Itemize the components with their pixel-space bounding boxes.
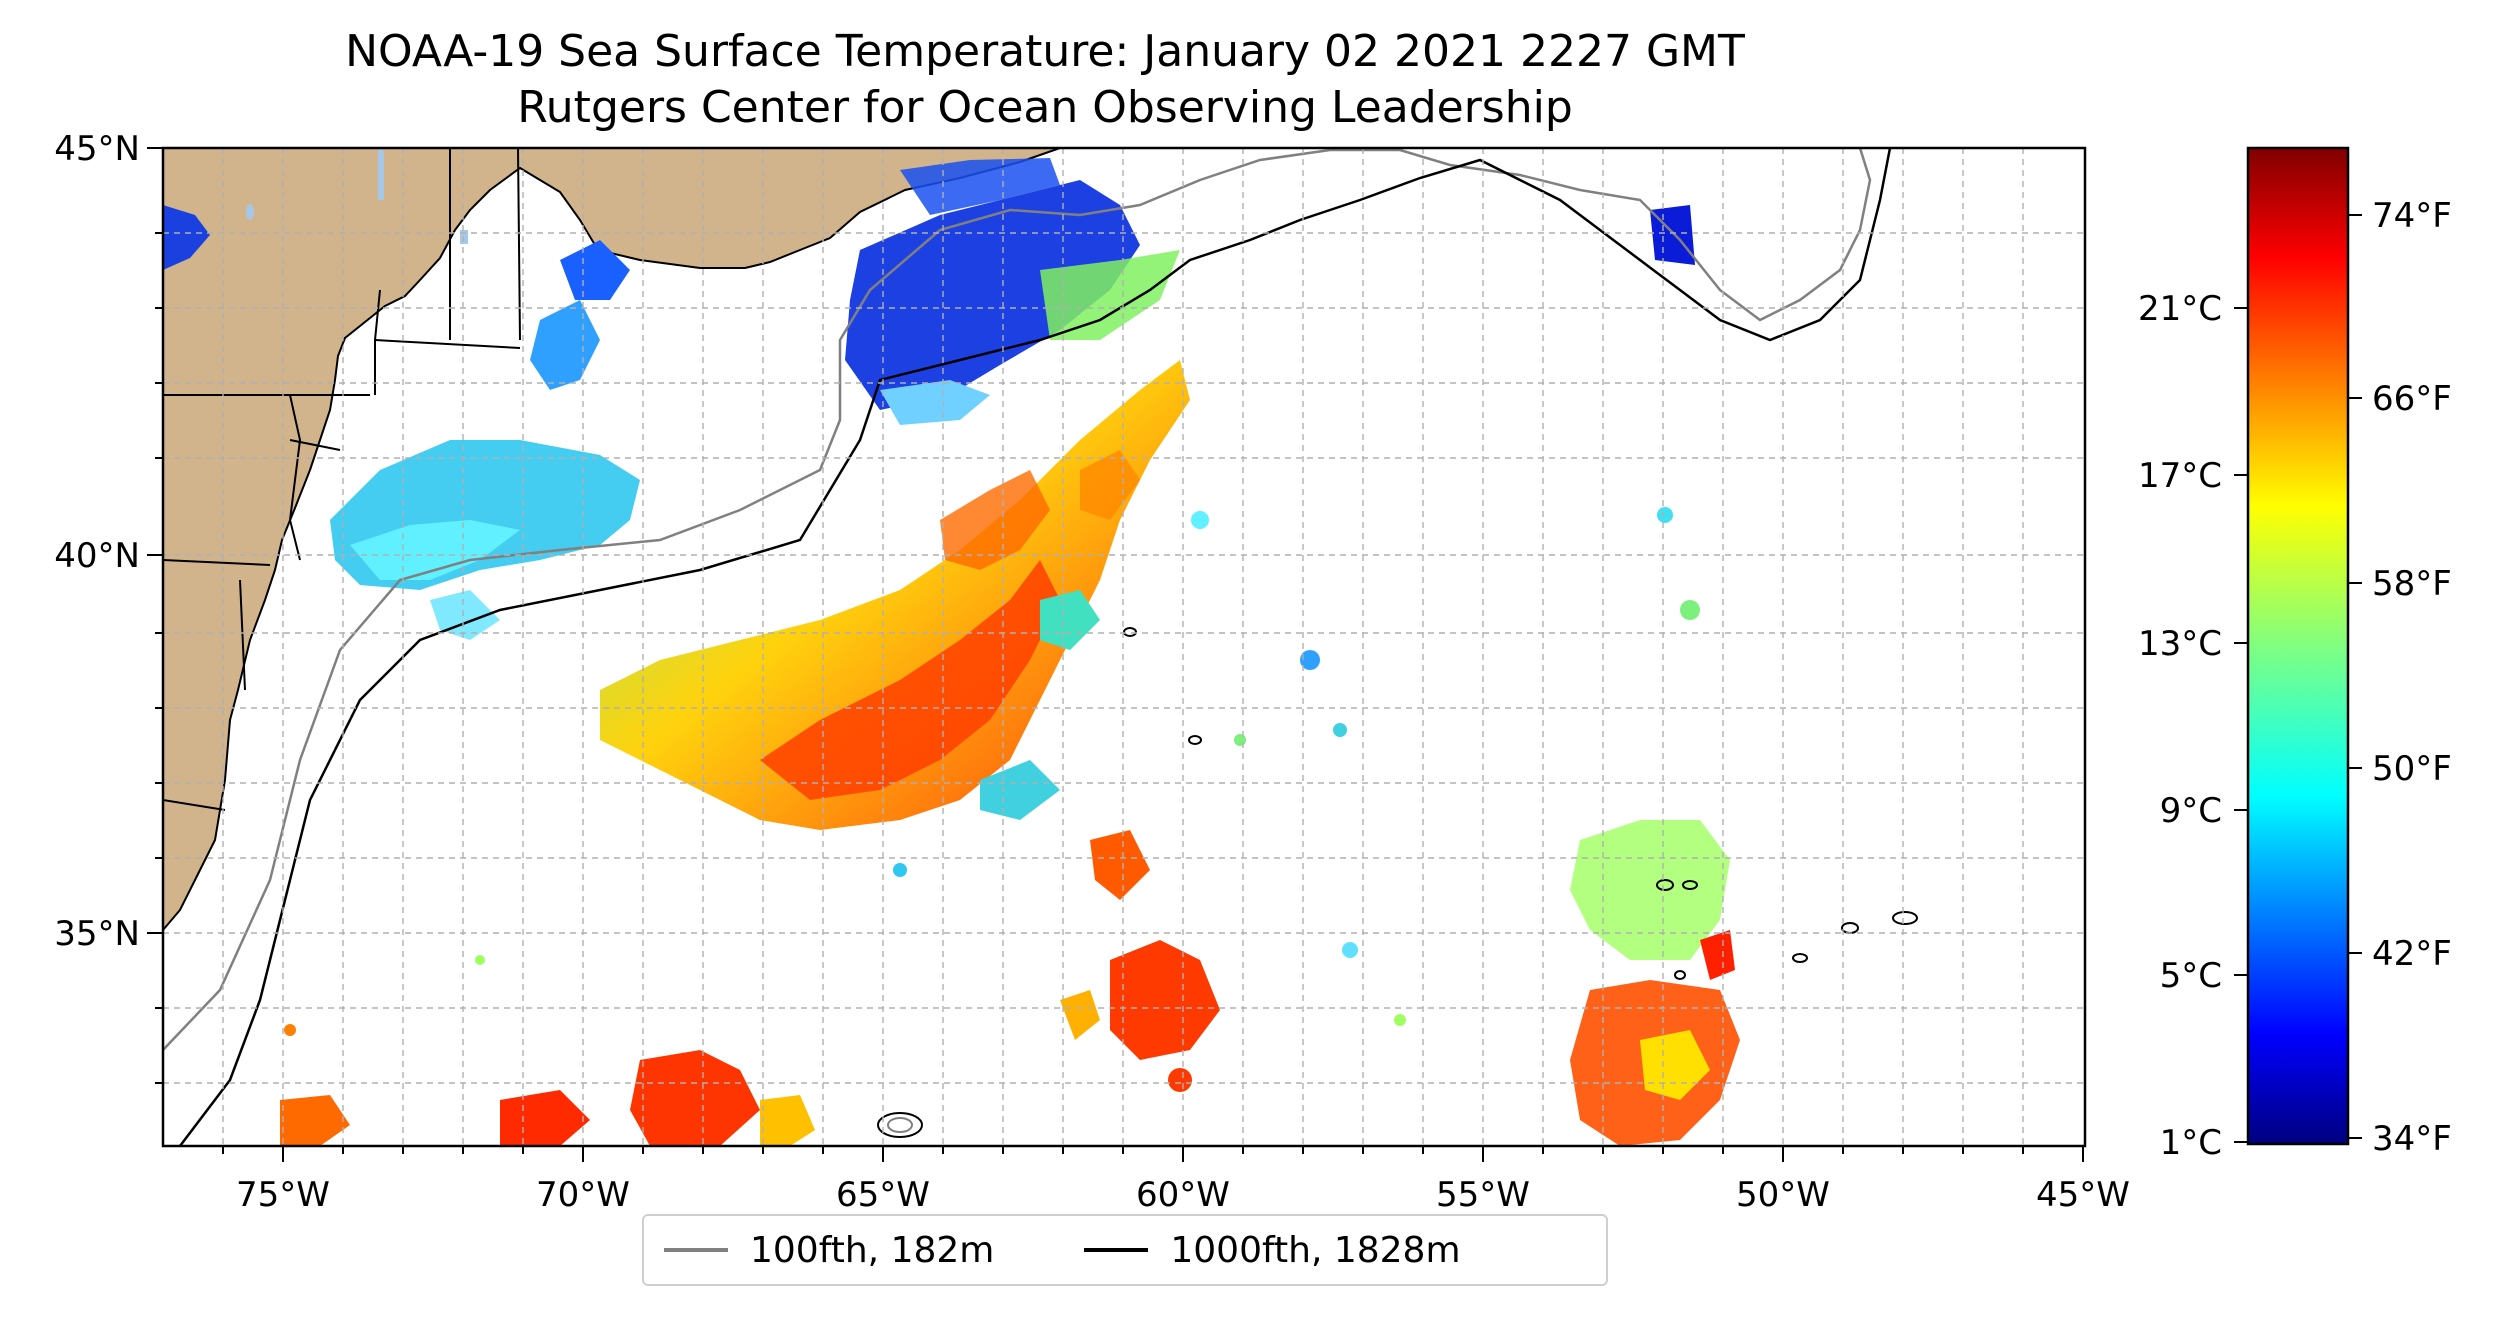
- lon-tick-label: 70°W: [536, 1175, 630, 1215]
- fahrenheit-tick-label: 58°F: [2372, 564, 2452, 604]
- map-content: [163, 148, 2085, 1146]
- fahrenheit-tick-label: 50°F: [2372, 749, 2452, 789]
- celsius-tick-label: 21°C: [2138, 289, 2222, 329]
- map-legend: 100fth, 182m 1000fth, 1828m: [642, 1214, 1608, 1286]
- lon-tick-label: 45°W: [2036, 1175, 2130, 1215]
- celsius-tick-label: 5°C: [2160, 956, 2222, 996]
- lon-tick-label: 50°W: [1736, 1175, 1830, 1215]
- celsius-tick-labels: 21°C 17°C 13°C 9°C 5°C 1°C: [2138, 289, 2222, 1163]
- legend-item-100fth: 100fth, 182m: [644, 1230, 994, 1271]
- gridlines: [163, 148, 2085, 1146]
- fahrenheit-tick-label: 66°F: [2372, 379, 2452, 419]
- lon-tick-labels: 75°W 70°W 65°W 60°W 55°W 50°W 45°W: [236, 1175, 2130, 1215]
- black-line-icon: [1084, 1248, 1149, 1252]
- axis-ticks: [147, 147, 2084, 1162]
- map-subtitle: Rutgers Center for Ocean Observing Leade…: [517, 82, 1573, 133]
- colorbar-gradient: [2246, 146, 2350, 1146]
- lon-tick-label: 75°W: [236, 1175, 330, 1215]
- lat-tick-labels: 45°N 40°N 35°N: [54, 129, 140, 954]
- lat-tick-label: 45°N: [54, 129, 140, 169]
- celsius-tick-label: 17°C: [2138, 456, 2222, 496]
- gray-line-icon: [664, 1248, 728, 1252]
- lon-tick-label: 55°W: [1436, 1175, 1530, 1215]
- isobath-1000fth: [179, 148, 1892, 1146]
- fahrenheit-tick-label: 74°F: [2372, 196, 2452, 236]
- legend-label: 1000fth, 1828m: [1170, 1229, 1461, 1271]
- fahrenheit-tick-label: 42°F: [2372, 934, 2452, 974]
- lon-tick-label: 60°W: [1136, 1175, 1230, 1215]
- fahrenheit-tick-label: 34°F: [2372, 1119, 2452, 1159]
- lon-tick-label: 65°W: [836, 1175, 930, 1215]
- legend-item-1000fth: 1000fth, 1828m: [1064, 1229, 1461, 1271]
- celsius-tick-label: 9°C: [2160, 791, 2222, 831]
- lakes: [163, 150, 468, 270]
- legend-label: 100fth, 182m: [750, 1229, 995, 1271]
- land-area: [163, 148, 1061, 932]
- lat-tick-label: 40°N: [54, 536, 140, 576]
- celsius-tick-label: 13°C: [2138, 624, 2222, 664]
- map-title: NOAA-19 Sea Surface Temperature: January…: [345, 26, 1745, 77]
- colorbar: 21°C 17°C 13°C 9°C 5°C 1°C 74°F 66°F 58°…: [2138, 146, 2452, 1163]
- fahrenheit-tick-labels: 74°F 66°F 58°F 50°F 42°F 34°F: [2372, 196, 2452, 1159]
- sst-data: [280, 158, 1740, 1146]
- celsius-tick-label: 1°C: [2160, 1123, 2222, 1163]
- isobaths: [163, 148, 1918, 1146]
- isobath-100fth: [163, 148, 1872, 1051]
- lat-tick-label: 35°N: [54, 914, 140, 954]
